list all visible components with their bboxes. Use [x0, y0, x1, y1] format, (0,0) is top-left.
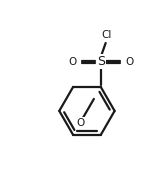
Text: S: S — [97, 55, 105, 68]
Text: O: O — [125, 57, 133, 67]
Text: Cl: Cl — [101, 30, 112, 40]
Text: O: O — [76, 118, 84, 128]
Text: O: O — [68, 57, 76, 67]
